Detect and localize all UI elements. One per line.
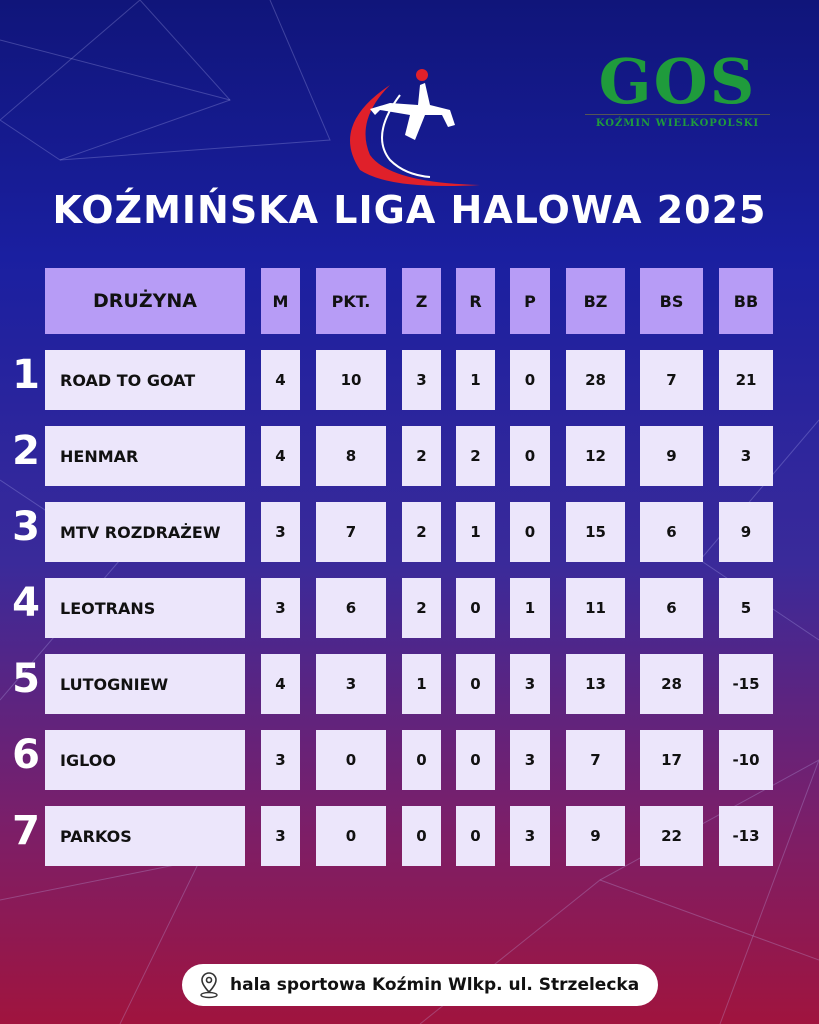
cell-team: PARKOS [45,806,245,866]
cell-matches: 3 [261,806,300,866]
cell-draws: 0 [456,806,495,866]
header-wins: Z [402,268,441,334]
header-goal-diff: BB [719,268,773,334]
cell-goals-for: 11 [566,578,625,638]
gos-logo: GOS KOŹMIN WIELKOPOLSKI [585,50,770,129]
cell-goals-against: 6 [640,502,703,562]
cell-wins: 3 [402,350,441,410]
cell-losses: 0 [510,426,550,486]
rank-number: 7 [12,808,40,854]
cell-goals-against: 17 [640,730,703,790]
header-team: DRUŻYNA [45,268,245,334]
map-pin-icon [200,972,218,999]
cell-matches: 4 [261,654,300,714]
cell-goals-for: 7 [566,730,625,790]
cell-wins: 2 [402,426,441,486]
cell-team: LEOTRANS [45,578,245,638]
cell-points: 8 [316,426,386,486]
cell-matches: 3 [261,502,300,562]
cell-losses: 1 [510,578,550,638]
cell-points: 0 [316,806,386,866]
cell-points: 6 [316,578,386,638]
cell-goals-against: 28 [640,654,703,714]
cell-goals-for: 28 [566,350,625,410]
cell-wins: 1 [402,654,441,714]
cell-points: 7 [316,502,386,562]
rank-number: 2 [12,428,40,474]
gos-logo-text: GOS [598,45,757,118]
cell-goals-against: 6 [640,578,703,638]
cell-draws: 1 [456,502,495,562]
rank-number: 1 [12,352,40,398]
cell-draws: 0 [456,730,495,790]
cell-goal-diff: -13 [719,806,773,866]
rank-number: 4 [12,580,40,626]
cell-matches: 3 [261,730,300,790]
cell-goal-diff: 5 [719,578,773,638]
cell-draws: 0 [456,578,495,638]
cell-matches: 4 [261,350,300,410]
header-points: PKT. [316,268,386,334]
cell-goal-diff: 21 [719,350,773,410]
cell-goals-against: 22 [640,806,703,866]
cell-team: MTV ROZDRAŻEW [45,502,245,562]
cell-losses: 3 [510,730,550,790]
cell-goals-for: 12 [566,426,625,486]
cell-goal-diff: 3 [719,426,773,486]
cell-goals-against: 9 [640,426,703,486]
cell-wins: 0 [402,730,441,790]
cell-losses: 0 [510,350,550,410]
cell-goal-diff: -10 [719,730,773,790]
cell-team: HENMAR [45,426,245,486]
cell-wins: 2 [402,502,441,562]
cell-goals-for: 9 [566,806,625,866]
league-logo [350,69,480,186]
cell-wins: 2 [402,578,441,638]
header-losses: P [510,268,550,334]
page-title: KOŹMIŃSKA LIGA HALOWA 2025 [52,188,767,232]
cell-points: 3 [316,654,386,714]
cell-draws: 0 [456,654,495,714]
cell-goals-against: 7 [640,350,703,410]
cell-losses: 3 [510,654,550,714]
cell-points: 10 [316,350,386,410]
header-draws: R [456,268,495,334]
rank-number: 6 [12,732,40,778]
rank-number: 5 [12,656,40,702]
header-goals-for: BZ [566,268,625,334]
cell-goals-for: 13 [566,654,625,714]
header-goals-against: BS [640,268,703,334]
gos-logo-subtitle: KOŹMIN WIELKOPOLSKI [585,114,770,129]
location-badge: hala sportowa Koźmin Wlkp. ul. Strzeleck… [182,964,658,1006]
cell-team: ROAD TO GOAT [45,350,245,410]
cell-draws: 1 [456,350,495,410]
cell-goals-for: 15 [566,502,625,562]
cell-wins: 0 [402,806,441,866]
header-matches: M [261,268,300,334]
cell-draws: 2 [456,426,495,486]
cell-losses: 3 [510,806,550,866]
cell-goal-diff: -15 [719,654,773,714]
cell-goal-diff: 9 [719,502,773,562]
cell-team: LUTOGNIEW [45,654,245,714]
cell-losses: 0 [510,502,550,562]
cell-matches: 4 [261,426,300,486]
location-text: hala sportowa Koźmin Wlkp. ul. Strzeleck… [230,975,640,995]
cell-team: IGLOO [45,730,245,790]
cell-points: 0 [316,730,386,790]
cell-matches: 3 [261,578,300,638]
rank-number: 3 [12,504,40,550]
